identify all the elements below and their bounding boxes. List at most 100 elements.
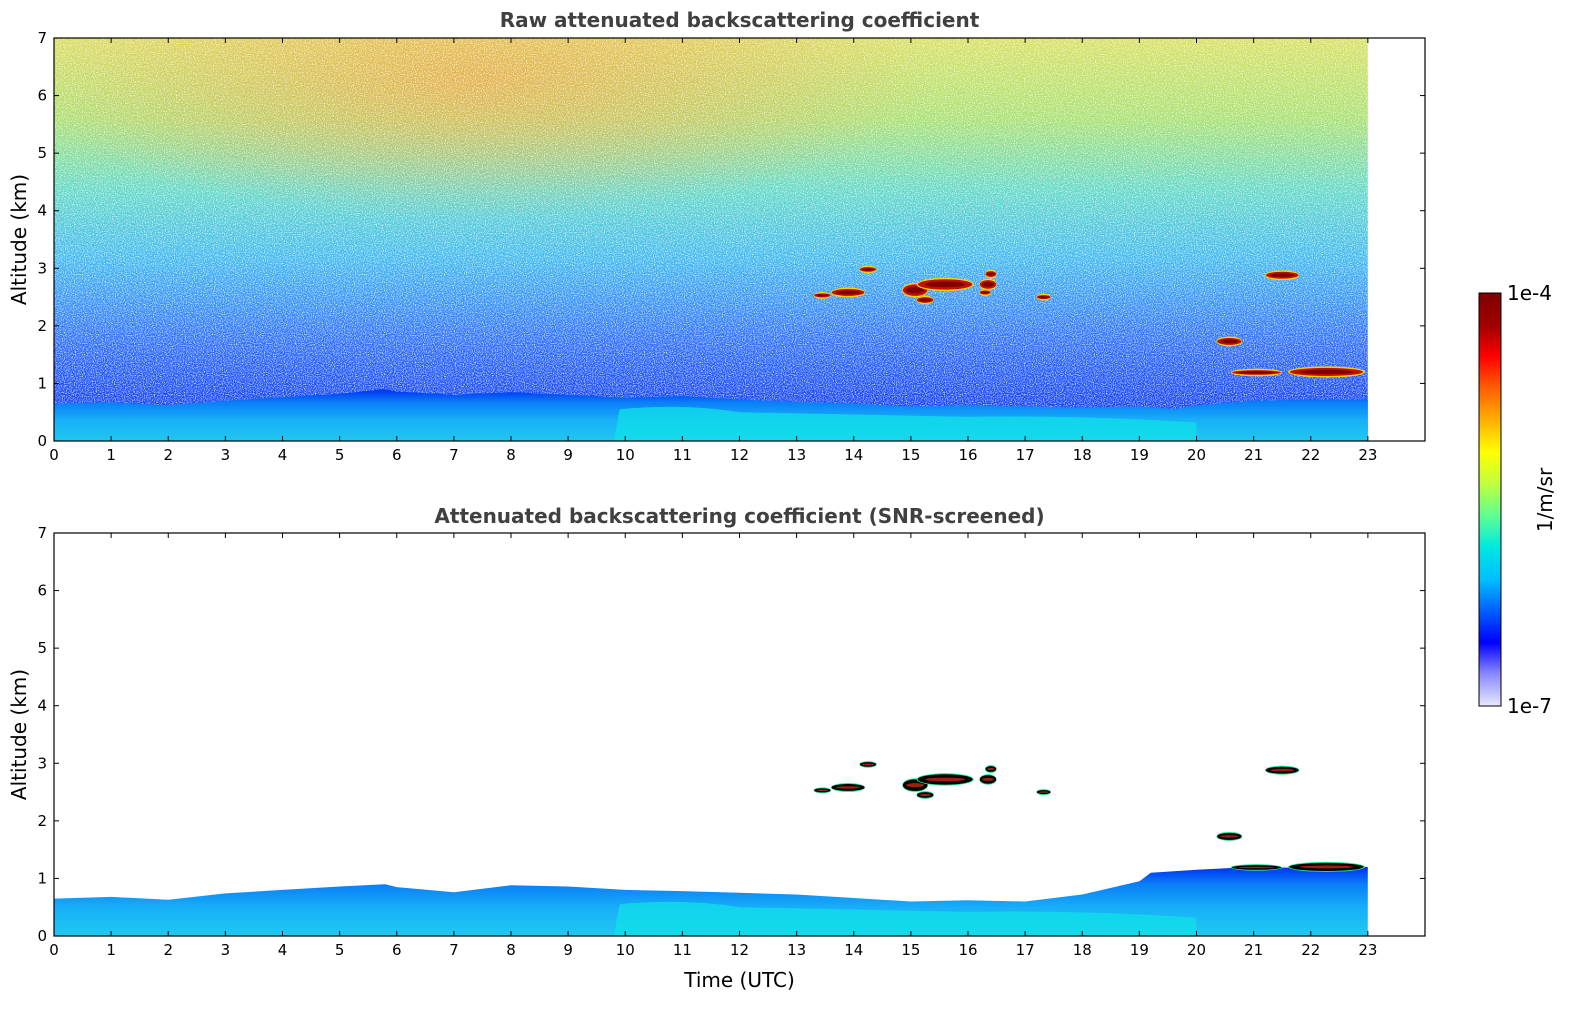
y-tick-label: 3 — [37, 754, 47, 772]
y-tick-label: 7 — [37, 29, 47, 47]
cloud-layer — [1216, 336, 1243, 347]
cloud-layer — [916, 791, 934, 799]
x-tick-label: 0 — [49, 941, 59, 959]
x-tick-label: 10 — [616, 941, 635, 959]
x-tick-label: 6 — [392, 941, 402, 959]
y-tick-label: 5 — [37, 144, 47, 162]
x-tick-label: 20 — [1187, 941, 1206, 959]
x-tick-label: 21 — [1244, 941, 1263, 959]
noise-speckle — [54, 38, 1368, 441]
x-tick-label: 1 — [106, 941, 116, 959]
y-tick-label: 3 — [37, 259, 47, 277]
x-tick-label: 3 — [221, 941, 231, 959]
cloud-layer — [979, 774, 997, 785]
colorbar-max-label: 1e-4 — [1507, 281, 1552, 305]
boundary-layer-core — [613, 406, 1197, 441]
x-tick-label: 12 — [730, 941, 749, 959]
y-tick-label: 7 — [37, 524, 47, 542]
cloud-layer — [813, 291, 831, 299]
cloud-layer — [859, 761, 877, 768]
x-tick-label: 23 — [1358, 446, 1377, 464]
cloud-layer — [1265, 270, 1300, 281]
cloud-layer — [916, 277, 974, 292]
x-tick-label: 14 — [844, 446, 863, 464]
x-tick-label: 21 — [1244, 446, 1263, 464]
colorbar-unit-label: 1/m/sr — [1533, 467, 1557, 532]
x-tick-label: 9 — [563, 941, 573, 959]
x-tick-label: 10 — [616, 446, 635, 464]
cloud-layer — [1230, 368, 1283, 377]
raw-backscatter-panel: 0 1 2 3 4 5 6 7 8 9 10 11 12 13 14 15 16 17 18 19 20 21 22 2301… — [7, 8, 1426, 464]
x-tick-label: 4 — [278, 941, 288, 959]
x-tick-label: 7 — [449, 446, 459, 464]
colorbar-gradient — [1478, 292, 1502, 707]
y-tick-label: 4 — [37, 202, 47, 220]
x-tick-label: 2 — [163, 941, 173, 959]
x-tick-label: 9 — [563, 446, 573, 464]
x-tick-label: 15 — [901, 941, 920, 959]
x-tick-label: 8 — [506, 941, 516, 959]
x-tick-label: 17 — [1016, 446, 1035, 464]
x-tick-label: 7 — [449, 941, 459, 959]
x-tick-label: 22 — [1301, 446, 1320, 464]
x-tick-label: 14 — [844, 941, 863, 959]
x-tick-label: 16 — [958, 941, 977, 959]
x-axis-label: Time (UTC) — [683, 968, 795, 992]
x-tick-label: 11 — [673, 941, 692, 959]
colorbar: 1e-4 1e-7 1/m/sr — [1478, 281, 1557, 718]
x-tick-label: 20 — [1187, 446, 1206, 464]
colorbar-min-label: 1e-7 — [1507, 694, 1552, 718]
x-tick-label: 23 — [1358, 941, 1377, 959]
x-tick-label: 8 — [506, 446, 516, 464]
x-tick-label: 5 — [335, 941, 345, 959]
x-tick-label: 15 — [901, 446, 920, 464]
cloud-layer — [916, 773, 974, 786]
x-tick-label: 22 — [1301, 941, 1320, 959]
cloud-layer — [985, 765, 997, 773]
x-tick-label: 5 — [335, 446, 345, 464]
chart-title: Attenuated backscattering coefficient (S… — [434, 504, 1044, 528]
y-tick-label: 6 — [37, 582, 47, 600]
y-tick-label: 2 — [37, 317, 47, 335]
x-tick-label: 12 — [730, 446, 749, 464]
y-axis-label: Altitude (km) — [7, 174, 31, 305]
y-tick-label: 5 — [37, 639, 47, 657]
x-tick-label: 19 — [1130, 941, 1149, 959]
cloud-layer — [979, 288, 991, 296]
x-tick-label: 4 — [278, 446, 288, 464]
y-tick-label: 4 — [37, 697, 47, 715]
cloud-layer — [830, 287, 866, 298]
cloud-layer — [1216, 831, 1243, 841]
chart-title: Raw attenuated backscattering coefficien… — [500, 8, 980, 32]
y-tick-label: 1 — [37, 374, 47, 392]
cloud-layer — [1265, 765, 1300, 775]
x-tick-label: 17 — [1016, 941, 1035, 959]
cloud-layer — [1036, 293, 1051, 301]
x-tick-label: 13 — [787, 446, 806, 464]
cloud-layer — [1230, 864, 1283, 871]
heatmap-field — [54, 38, 1368, 441]
x-tick-label: 2 — [163, 446, 173, 464]
boundary-layer-core — [613, 901, 1197, 936]
x-tick-label: 19 — [1130, 446, 1149, 464]
cloud-layer — [1287, 861, 1366, 872]
y-tick-label: 0 — [37, 432, 47, 450]
x-tick-label: 13 — [787, 941, 806, 959]
cloud-layer — [1036, 789, 1051, 796]
y-axis-label: Altitude (km) — [7, 669, 31, 800]
cloud-layer — [859, 265, 877, 274]
x-tick-label: 3 — [221, 446, 231, 464]
cloud-layer — [979, 278, 997, 291]
cloud-layer — [916, 295, 934, 305]
cloud-layer — [985, 269, 997, 279]
cloud-layer — [1287, 366, 1366, 378]
y-tick-label: 6 — [37, 87, 47, 105]
x-tick-label: 16 — [958, 446, 977, 464]
cloud-layer — [830, 783, 866, 792]
y-tick-label: 0 — [37, 927, 47, 945]
y-tick-label: 1 — [37, 869, 47, 887]
y-tick-label: 2 — [37, 812, 47, 830]
x-tick-label: 0 — [49, 446, 59, 464]
x-tick-label: 18 — [1073, 941, 1092, 959]
